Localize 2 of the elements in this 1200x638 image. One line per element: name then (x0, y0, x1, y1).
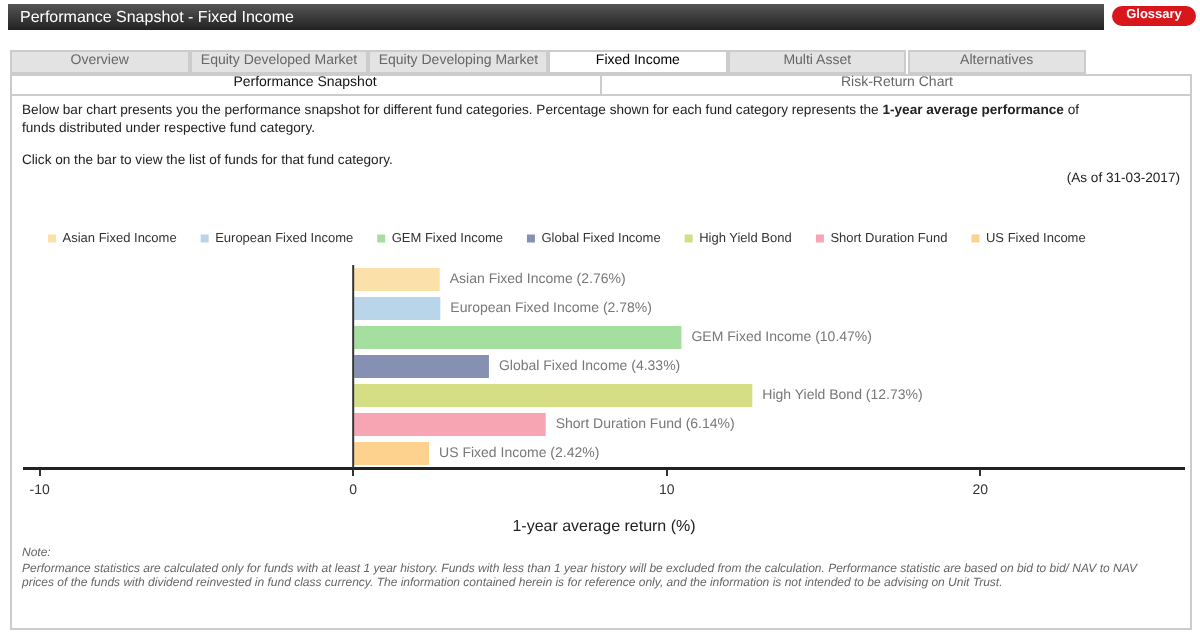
chart-title: Performance Snapshot - Fixed Income (8, 4, 1104, 30)
x-axis-title: 1-year average return (%) (512, 516, 697, 535)
